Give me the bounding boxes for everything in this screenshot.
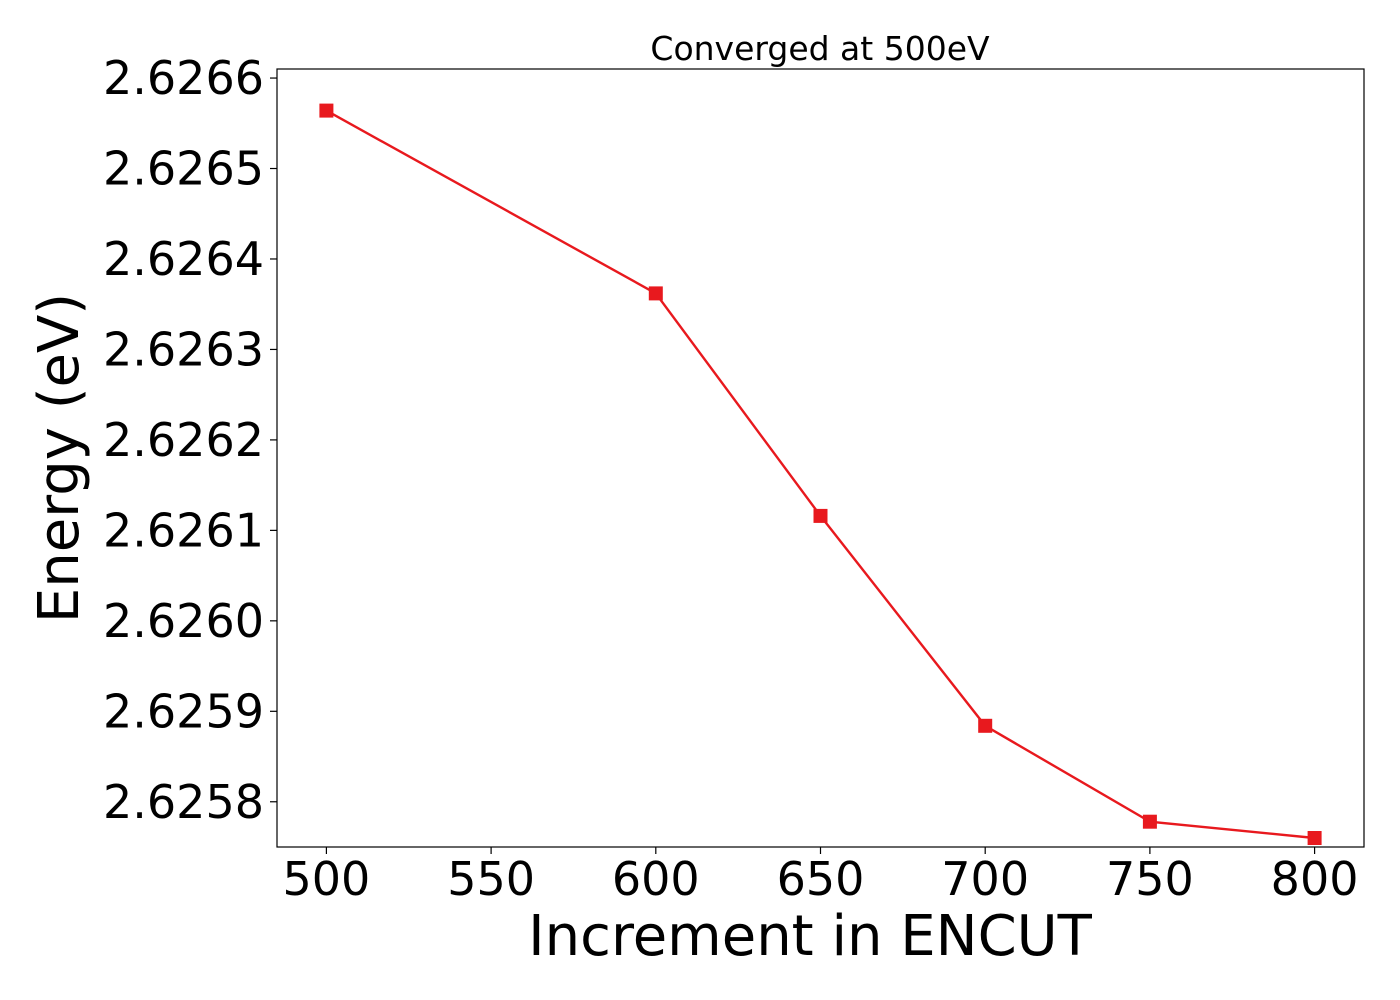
chart-marks	[319, 103, 1322, 845]
x-axis-label: Increment in ENCUT	[528, 904, 1093, 969]
y-tick-label: 2.6264	[103, 232, 264, 286]
y-tick-label: 2.6261	[103, 503, 264, 557]
x-tick-label: 700	[941, 852, 1029, 906]
y-tick-label: 2.6262	[103, 413, 264, 467]
x-axis-ticks: 500 550 600 650 700 750 800	[283, 847, 1359, 906]
series-line	[325, 109, 1315, 840]
y-axis-label: Energy (eV)	[27, 293, 92, 623]
y-tick-label: 2.6266	[103, 51, 264, 105]
x-tick-label: 500	[283, 852, 371, 906]
y-tick-label: 2.6265	[103, 142, 264, 196]
data-point-marker	[1142, 814, 1157, 829]
data-point-marker	[319, 103, 334, 118]
y-tick-label: 2.6258	[103, 775, 264, 829]
x-tick-label: 550	[447, 852, 535, 906]
data-point-marker	[1307, 831, 1322, 845]
x-tick-label: 800	[1271, 852, 1359, 906]
plot-frame	[276, 68, 1365, 848]
x-tick-label: 650	[777, 852, 865, 906]
y-tick-label: 2.6263	[103, 322, 264, 376]
y-axis-ticks: 2.6258 2.6259 2.6260 2.6261 2.6262 2.6263 2.62…	[103, 51, 277, 829]
y-tick-label: 2.6260	[103, 594, 264, 648]
data-point-marker	[813, 508, 828, 523]
plot-background	[277, 69, 1364, 847]
y-tick-label: 2.6259	[103, 684, 264, 738]
data-point-marker	[978, 718, 993, 733]
x-tick-label: 750	[1106, 852, 1194, 906]
x-tick-label: 600	[612, 852, 700, 906]
data-point-marker	[648, 286, 663, 301]
chart-title: Converged at 500eV	[650, 29, 990, 68]
